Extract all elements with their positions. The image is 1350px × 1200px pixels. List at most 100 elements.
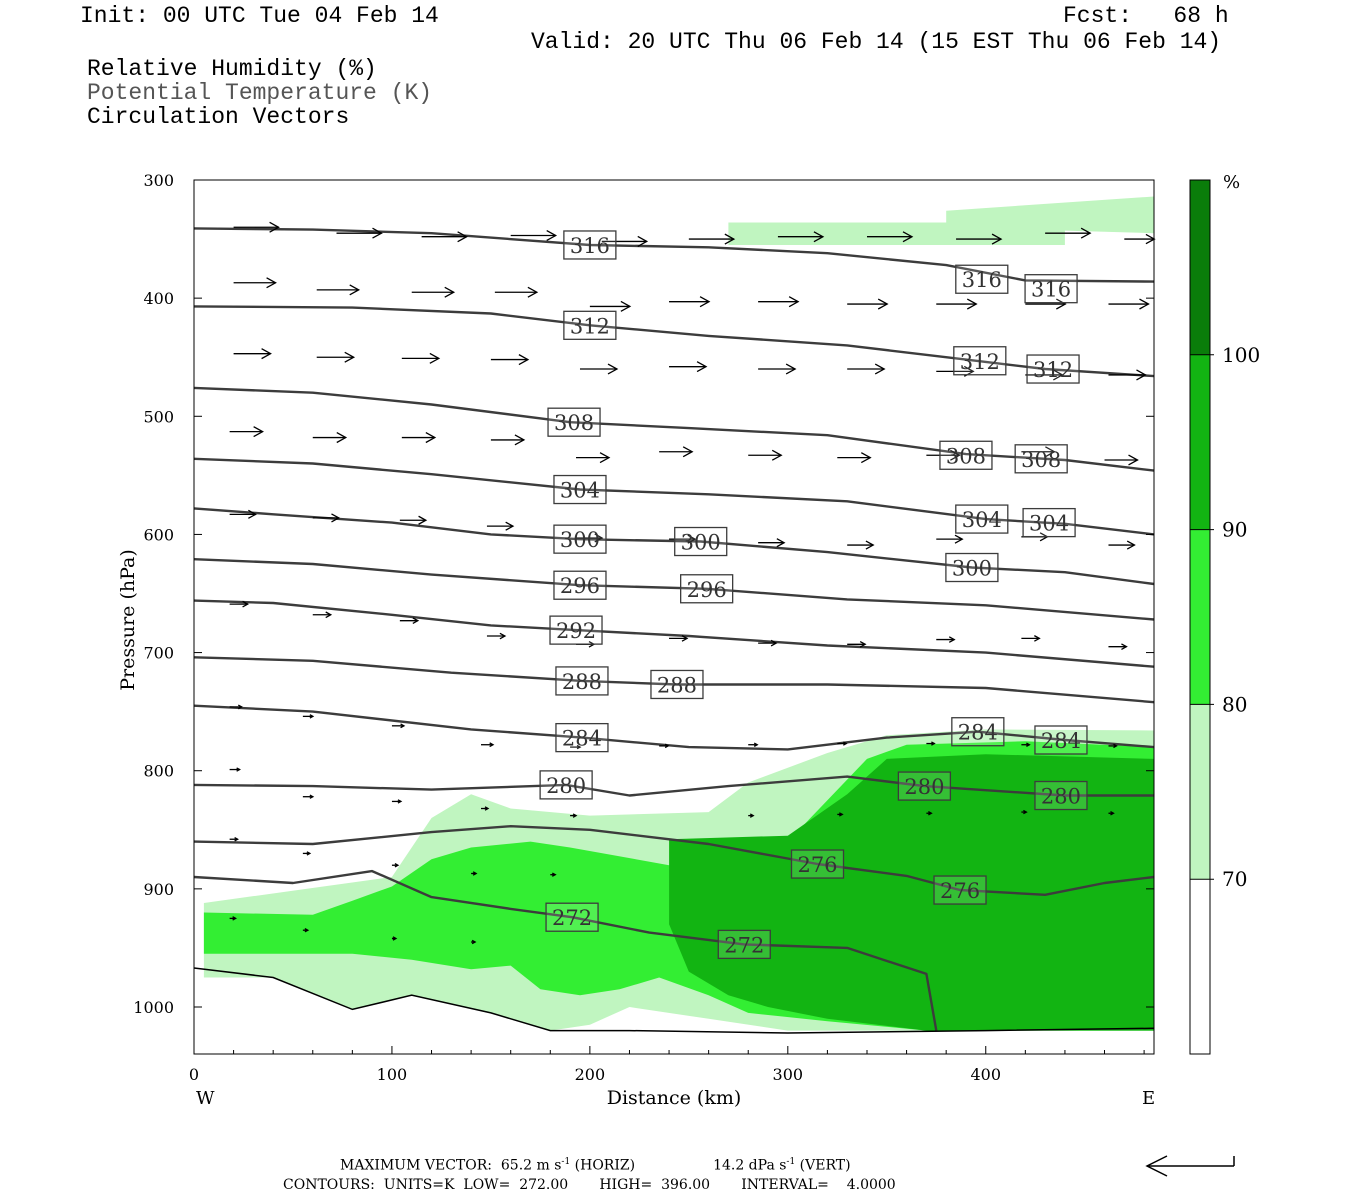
vector-arrow xyxy=(481,742,495,748)
vector-arrow xyxy=(669,534,697,544)
vector-arrow xyxy=(401,432,437,444)
contour-label-box xyxy=(933,875,987,905)
contour-label-box xyxy=(563,230,617,260)
x-west-label: W xyxy=(196,1088,215,1109)
theta-contour-312 xyxy=(193,305,1155,378)
colorbar-unit: % xyxy=(1223,172,1240,193)
vector-arrow xyxy=(229,509,257,519)
vector-head xyxy=(948,636,956,643)
theta-contours xyxy=(193,227,1155,1031)
vector-arrow xyxy=(1025,369,1064,381)
x-tick-label: 0 xyxy=(189,1065,199,1084)
theta-contour-308 xyxy=(193,386,1155,472)
contour-label-text: 288 xyxy=(657,673,697,697)
reference-vector-arrow xyxy=(1145,1155,1235,1177)
x-axis-label: Distance (km) xyxy=(607,1087,742,1109)
vector-arrow xyxy=(1104,454,1139,466)
contour-label-304: 304 xyxy=(955,504,1009,534)
vector-head xyxy=(576,744,582,750)
vector-arrow xyxy=(659,743,670,749)
y-tick-label: 600 xyxy=(143,525,174,544)
contour-label-308: 308 xyxy=(939,440,993,470)
vector-arrow xyxy=(391,863,400,868)
vector-head xyxy=(397,799,403,804)
vector-arrow xyxy=(758,639,778,647)
contour-label-276: 276 xyxy=(933,875,987,905)
vector-arrow xyxy=(229,600,249,608)
vector-arrow xyxy=(758,363,797,375)
vector-arrow xyxy=(233,277,277,289)
vector-arrow xyxy=(576,452,611,464)
max-vector-unit-exp: -1 xyxy=(561,1157,571,1167)
contour-label-box xyxy=(951,717,1005,747)
contour-label-316: 316 xyxy=(1024,274,1078,304)
vector-arrow xyxy=(399,617,420,625)
contour-label-312: 312 xyxy=(563,310,617,340)
vector-head xyxy=(237,704,243,710)
vector-arrow xyxy=(1124,233,1156,245)
contour-label-text: 284 xyxy=(1041,729,1081,753)
y-tick-label: 1000 xyxy=(133,998,174,1017)
vector-arrow xyxy=(659,446,694,458)
colorbar-level-label: 90 xyxy=(1222,518,1247,542)
vector-arrow xyxy=(550,872,557,877)
contour-label-box xyxy=(1034,780,1088,811)
y-axis-label: Pressure (hPa) xyxy=(117,549,139,691)
vector-head xyxy=(1110,811,1115,816)
contour-label-text: 300 xyxy=(952,557,992,581)
vector-head xyxy=(336,432,348,444)
vector-arrow xyxy=(312,611,333,619)
vector-arrow xyxy=(866,231,914,243)
vector-arrow xyxy=(688,233,736,245)
vector-head xyxy=(572,813,578,818)
colorbar-swatch xyxy=(1190,529,1210,705)
contour-info-line: CONTOURS: UNITS=K LOW= 272.00 HIGH= 396.… xyxy=(283,1177,896,1193)
theta-contour-276 xyxy=(193,825,1155,896)
contour-label-box xyxy=(945,552,999,583)
contour-label-text: 308 xyxy=(554,411,594,435)
vector-head xyxy=(813,231,825,243)
vector-head xyxy=(696,361,708,373)
vector-arrow xyxy=(926,449,961,461)
vector-head xyxy=(242,600,249,608)
vector-head xyxy=(859,640,867,648)
vector-arrow xyxy=(1108,540,1136,550)
contour-label-308: 308 xyxy=(1014,444,1068,474)
vector-head xyxy=(499,632,507,640)
vector-head xyxy=(1113,743,1118,749)
vector-head xyxy=(344,351,356,363)
contour-label-box xyxy=(545,902,599,932)
y-tick-label: 500 xyxy=(143,407,174,426)
colorbar-frame xyxy=(1189,179,1211,1055)
vector-arrow xyxy=(233,348,272,360)
vector-arrow xyxy=(486,632,507,640)
vector-arrow xyxy=(1021,742,1031,747)
contour-label-box xyxy=(955,264,1009,294)
vector-head xyxy=(527,286,539,298)
vector-head xyxy=(991,233,1003,245)
vector-head xyxy=(874,363,886,375)
vector-head xyxy=(234,837,239,842)
vector-head xyxy=(304,927,310,933)
contour-label-316: 316 xyxy=(955,264,1009,294)
colorbar-swatch xyxy=(1190,704,1210,880)
vector-arrow xyxy=(847,363,886,375)
vector-head xyxy=(928,811,933,816)
rh-region-70-80-1 xyxy=(946,196,1154,234)
contour-label-296: 296 xyxy=(680,574,734,604)
vector-arrow xyxy=(486,521,515,531)
vector-head xyxy=(306,851,312,856)
contour-label-box xyxy=(1022,507,1076,538)
contour-label-box xyxy=(897,771,952,801)
x-tick-label: 300 xyxy=(773,1065,804,1084)
vector-head xyxy=(749,813,755,818)
vector-arrow xyxy=(411,286,456,298)
contour-label-text: 312 xyxy=(960,350,1000,374)
vector-head xyxy=(514,434,526,446)
vector-arrow xyxy=(490,434,526,446)
rh-region-90-100-4 xyxy=(669,754,1154,1031)
contour-label-box xyxy=(790,849,845,879)
contour-label-288: 288 xyxy=(555,666,609,696)
forecast-hour: Fcst: 68 h xyxy=(1063,3,1229,29)
